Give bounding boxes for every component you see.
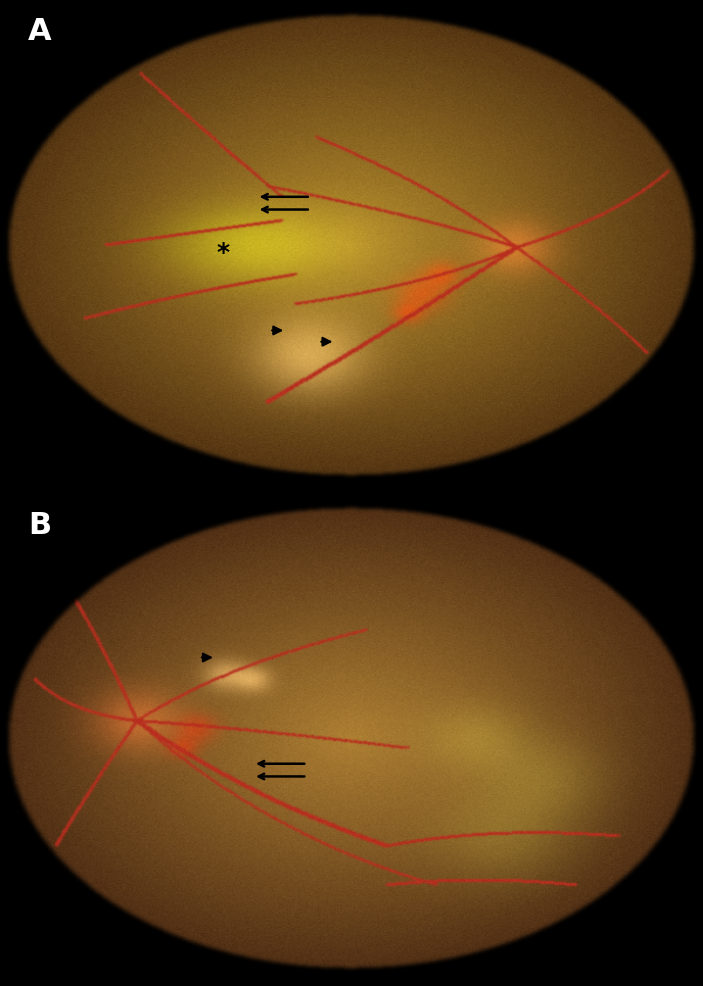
Text: *: * [217,242,230,265]
Text: B: B [28,511,51,539]
Text: A: A [28,17,52,46]
